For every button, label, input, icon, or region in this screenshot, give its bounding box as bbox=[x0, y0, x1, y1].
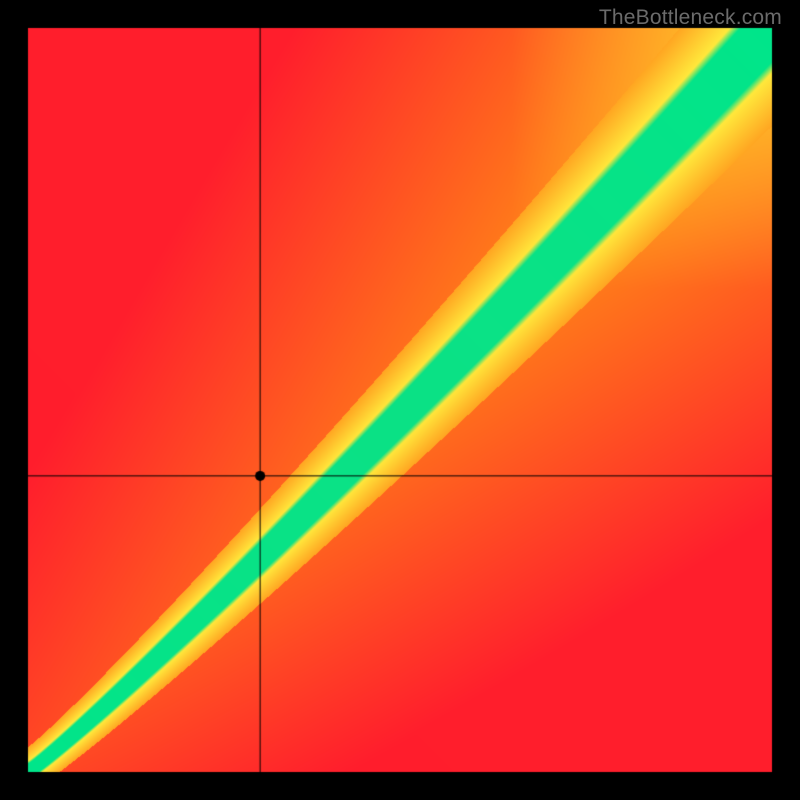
watermark-text: TheBottleneck.com bbox=[599, 6, 782, 30]
bottleneck-heatmap-canvas bbox=[0, 0, 800, 800]
chart-container: TheBottleneck.com bbox=[0, 0, 800, 800]
